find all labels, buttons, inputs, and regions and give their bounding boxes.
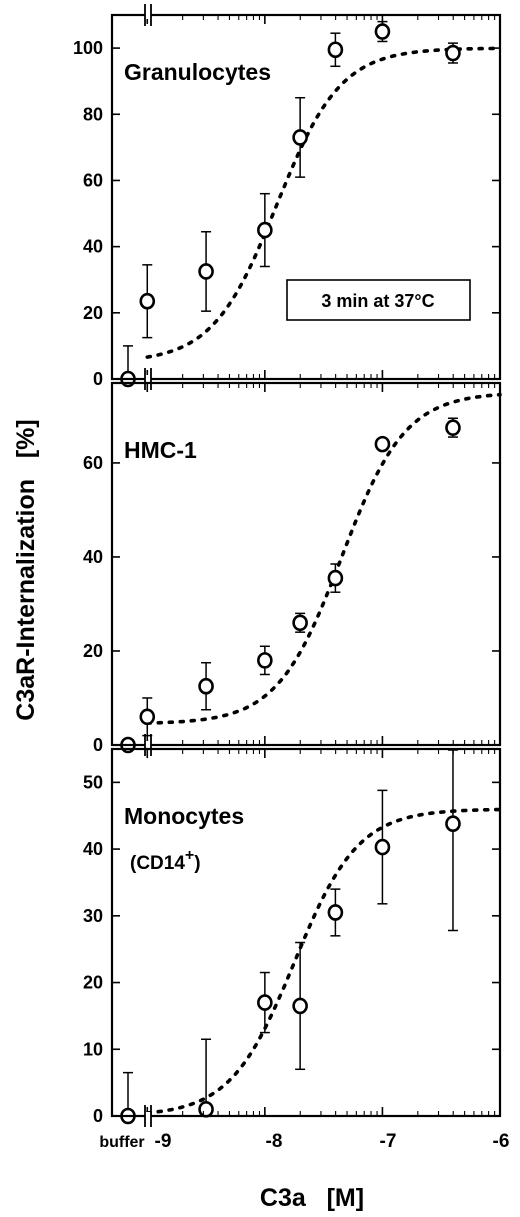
data-point (327, 41, 344, 59)
data-point (257, 652, 273, 669)
data-point (292, 129, 308, 146)
y-tick-label: 40 (83, 237, 103, 257)
data-point (292, 614, 308, 632)
x-tick-label-neg6: -6 (493, 1131, 510, 1152)
y-tick-label: 20 (83, 641, 103, 661)
y-tick-label: 40 (83, 547, 103, 567)
y-tick-label: 100 (73, 38, 103, 58)
x-tick-label-buffer: buffer (99, 1134, 144, 1151)
data-point (257, 994, 273, 1011)
panel-frame (110, 747, 502, 1118)
data-point (198, 263, 214, 280)
annotation-text: 3 min at 37°C (321, 291, 434, 311)
y-tick-label: 40 (83, 839, 103, 859)
axis-break (144, 1105, 152, 1127)
fit-curve (145, 807, 502, 1115)
data-point (139, 708, 156, 726)
y-tick-label: 60 (83, 453, 103, 473)
data-point (445, 44, 461, 62)
data-point (374, 838, 391, 856)
y-tick-label: 10 (83, 1039, 103, 1059)
y-tick-label: 20 (83, 973, 103, 993)
panel-label: Granulocytes (124, 59, 271, 85)
data-point (374, 435, 391, 453)
y-tick-label: 80 (83, 104, 103, 124)
data-point (327, 569, 344, 587)
data-point (445, 419, 461, 436)
panel-2: 0 20 40 60 HMC-1 (83, 381, 502, 756)
data-point (257, 221, 273, 239)
axis-break (144, 734, 152, 756)
y-tick-label: 30 (83, 906, 103, 926)
data-point (198, 1101, 214, 1118)
axis-break (144, 368, 152, 390)
y-tick-label: 0 (93, 735, 103, 755)
data-point (445, 815, 461, 833)
data-point (374, 23, 391, 40)
y-tick-label: 60 (83, 170, 103, 190)
y-tick-label: 50 (83, 772, 103, 792)
x-tick-label-neg8: -8 (266, 1131, 283, 1152)
annotation-box: 3 min at 37°C (286, 279, 471, 321)
fit-curve (145, 46, 502, 359)
data-point (327, 904, 344, 921)
panel-frame (110, 13, 502, 381)
data-point (198, 677, 214, 695)
panel-label: Monocytes (124, 803, 244, 829)
panel-label: HMC-1 (124, 437, 197, 463)
error-bar (447, 749, 458, 932)
panel-sublabel: (CD14+) (130, 847, 201, 874)
y-tick-label: 0 (93, 1106, 103, 1126)
data-point (292, 997, 308, 1015)
data-point (139, 292, 156, 310)
panel-1: 0 20 40 60 80 100 Granulocytes 3 min at 37°C (73, 4, 502, 390)
y-axis-label: C3aR-Internalization [%] (12, 419, 40, 720)
y-tick-label: 20 (83, 303, 103, 323)
panel-3: 0 10 20 30 40 50 Monocytes (CD14+) (83, 747, 502, 1127)
x-tick-label-neg9: -9 (155, 1131, 172, 1152)
panel-frame (110, 381, 502, 747)
fit-curve (145, 392, 502, 725)
x-axis-label: C3a [M] (260, 1184, 364, 1212)
y-tick-label: 0 (93, 369, 103, 389)
x-tick-label-neg7: -7 (380, 1131, 397, 1152)
axis-break (144, 4, 152, 26)
